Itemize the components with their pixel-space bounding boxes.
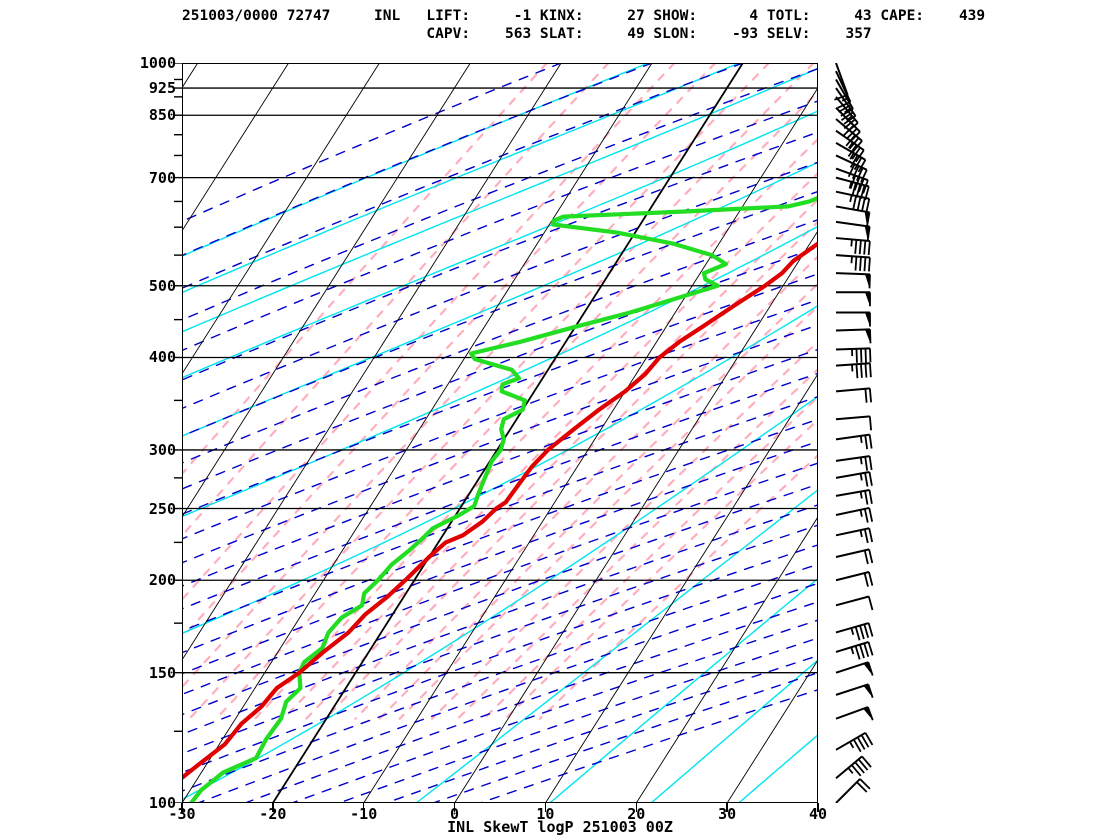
- pressure-tick-label: 300: [148, 440, 176, 459]
- pressure-tick-label: 250: [148, 499, 176, 518]
- dewpoint-trace: [189, 195, 818, 803]
- wind-barb: [836, 311, 871, 327]
- temperature-tick-label: 10: [536, 805, 555, 823]
- wind-barb: [835, 415, 872, 431]
- wind-barb: [835, 154, 868, 183]
- skewt-canvas: [182, 63, 818, 803]
- wind-barb: [835, 141, 867, 173]
- wind-barb: [835, 362, 872, 379]
- pressure-tick-label: 1000: [139, 54, 176, 72]
- temperature-tick: [181, 803, 183, 812]
- header-line-1: 251003/0000 72747 INL LIFT: -1 KINX: 27 …: [182, 8, 986, 24]
- wind-barb: [835, 272, 871, 289]
- wind-barb: [835, 190, 871, 213]
- dry-adiabat-lines: [182, 63, 818, 803]
- wind-barb: [835, 489, 873, 505]
- wind-barb: [835, 254, 871, 272]
- temperature-tick: [544, 803, 547, 812]
- wind-barb: [835, 641, 874, 660]
- wind-barb: [835, 205, 871, 227]
- temperature-tick-label: 0: [450, 805, 460, 823]
- temperature-tick-label: -10: [350, 805, 378, 823]
- plot-area: [182, 63, 818, 803]
- temperature-tick: [635, 803, 637, 812]
- wind-barb: [835, 455, 873, 471]
- wind-barb: [835, 755, 872, 780]
- temperature-tick: [453, 803, 456, 812]
- wind-barb: [835, 571, 874, 587]
- wind-barb: [835, 387, 872, 403]
- pressure-minor-ticks: [174, 63, 182, 803]
- wind-barb: [835, 706, 874, 721]
- temperature-tick-label: 40: [808, 805, 828, 823]
- wind-barb: [835, 347, 872, 363]
- wind-barb: [836, 291, 871, 307]
- pressure-tick-label: 700: [148, 168, 176, 187]
- wind-barb: [835, 506, 874, 523]
- wind-barb: [835, 237, 871, 256]
- temperature-tick-label: -20: [259, 805, 287, 823]
- wind-barb-column: [834, 63, 874, 803]
- temperature-tick: [726, 803, 728, 812]
- temperature-trace: [182, 241, 818, 781]
- pressure-tick-label: 100: [148, 794, 176, 812]
- wind-barb: [835, 471, 873, 487]
- wind-barb: [835, 731, 874, 753]
- temperature-tick: [363, 803, 365, 812]
- wind-barb: [835, 328, 872, 344]
- header-line-2: CAPV: 563 SLAT: 49 SLON: -93 SELV: 357: [182, 26, 872, 42]
- temperature-tick-label: -30: [168, 805, 196, 823]
- pressure-tick-label: 200: [148, 571, 176, 590]
- wind-barb: [835, 661, 874, 676]
- wind-barb: [835, 527, 874, 544]
- chart-caption: INL SkewT logP 251003 00Z: [447, 818, 673, 836]
- wind-barb: [835, 595, 874, 611]
- pressure-tick-label: 850: [148, 106, 176, 125]
- wind-barb: [835, 778, 871, 803]
- pressure-tick-label: 500: [148, 276, 176, 295]
- wind-barb: [835, 683, 874, 698]
- pressure-tick-label: 925: [148, 79, 176, 98]
- temperature-tick-label: 20: [627, 805, 646, 823]
- wind-barb: [835, 220, 871, 241]
- pressure-tick-label: 150: [148, 663, 176, 682]
- wind-barb: [835, 433, 873, 450]
- wind-barb: [835, 622, 874, 641]
- temperature-tick: [817, 803, 819, 812]
- temperature-tick-label: 30: [718, 805, 737, 823]
- wind-barb: [835, 548, 874, 565]
- pressure-tick-label: 400: [148, 348, 176, 367]
- temperature-tick: [272, 803, 274, 812]
- isotherm-lines: [182, 63, 818, 803]
